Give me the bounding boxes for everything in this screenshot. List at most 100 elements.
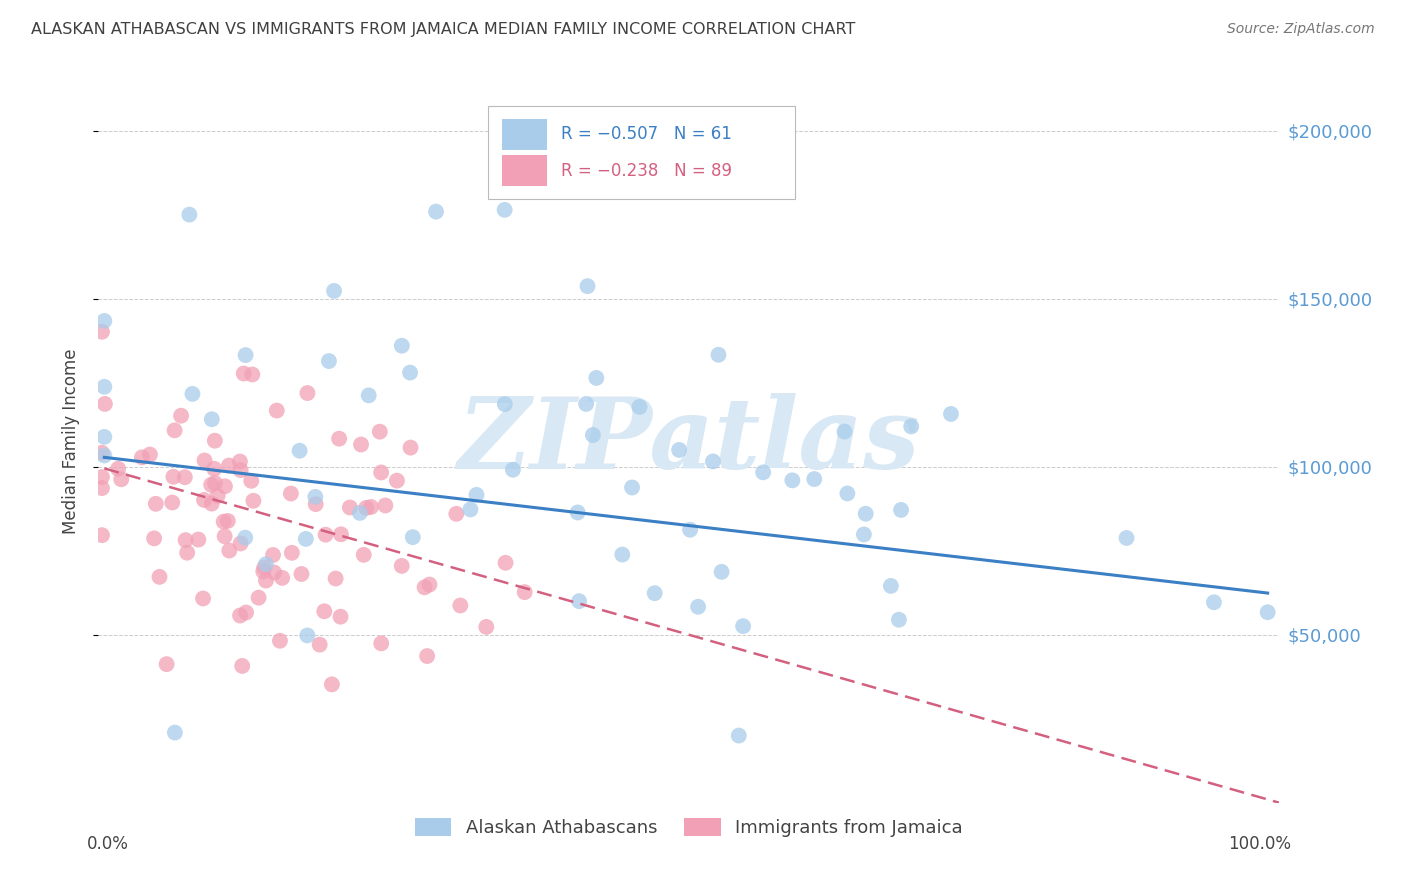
Point xyxy=(212,515,235,529)
Point xyxy=(413,580,436,594)
Point xyxy=(201,497,224,511)
Point xyxy=(297,386,319,401)
Point xyxy=(231,659,253,673)
Point xyxy=(229,536,252,550)
Point xyxy=(325,572,347,586)
Point xyxy=(232,367,254,381)
Point xyxy=(323,284,346,298)
Point xyxy=(94,397,117,411)
Point xyxy=(229,608,252,623)
Point xyxy=(218,543,240,558)
FancyBboxPatch shape xyxy=(502,120,547,150)
Point xyxy=(782,473,804,487)
Point xyxy=(93,449,115,463)
Point xyxy=(170,409,193,423)
Point xyxy=(402,530,425,544)
Point xyxy=(200,478,222,492)
Point xyxy=(644,586,666,600)
Point xyxy=(93,380,115,394)
Point xyxy=(148,570,170,584)
Point xyxy=(297,628,319,642)
Point xyxy=(214,529,236,543)
Point xyxy=(191,591,214,606)
Y-axis label: Median Family Income: Median Family Income xyxy=(62,349,80,534)
Point xyxy=(235,348,257,362)
Point xyxy=(266,403,288,417)
Point xyxy=(370,466,392,480)
Point xyxy=(143,532,166,546)
Point xyxy=(329,609,352,624)
Point xyxy=(110,472,132,486)
Point xyxy=(733,619,755,633)
Point xyxy=(494,397,516,411)
Point xyxy=(582,428,605,442)
Point xyxy=(575,397,598,411)
Point xyxy=(240,368,263,382)
Point xyxy=(357,388,380,402)
Point xyxy=(465,488,488,502)
Point xyxy=(91,481,114,495)
Point xyxy=(900,419,922,434)
Point xyxy=(315,527,337,541)
Point xyxy=(568,594,591,608)
Point xyxy=(702,454,724,468)
Point xyxy=(253,560,276,574)
Point xyxy=(131,450,153,465)
Point xyxy=(890,503,912,517)
Point xyxy=(495,556,517,570)
Point xyxy=(318,354,340,368)
Point xyxy=(475,620,498,634)
Point xyxy=(155,657,177,672)
Point xyxy=(229,454,252,468)
Point xyxy=(288,443,311,458)
Point xyxy=(585,371,607,385)
Point xyxy=(201,412,224,426)
Point xyxy=(837,486,859,500)
Point xyxy=(576,279,599,293)
Point xyxy=(204,434,226,448)
Point xyxy=(385,474,408,488)
Point xyxy=(449,599,471,613)
Point xyxy=(368,425,391,439)
Point xyxy=(247,591,270,605)
Point xyxy=(688,599,710,614)
Point xyxy=(321,677,343,691)
Point xyxy=(107,462,129,476)
FancyBboxPatch shape xyxy=(488,105,796,200)
Point xyxy=(887,613,910,627)
Point xyxy=(834,425,856,439)
Point xyxy=(354,500,377,515)
Point xyxy=(240,474,263,488)
Point xyxy=(308,638,330,652)
Point xyxy=(181,387,204,401)
Point xyxy=(145,497,167,511)
Point xyxy=(207,489,229,503)
Point xyxy=(460,502,482,516)
Point xyxy=(295,532,318,546)
Point xyxy=(399,366,422,380)
Point xyxy=(374,499,396,513)
Point xyxy=(91,470,114,484)
Text: 0.0%: 0.0% xyxy=(87,835,128,854)
Point xyxy=(1115,531,1137,545)
Point xyxy=(880,579,903,593)
Point xyxy=(350,437,373,451)
Point xyxy=(262,548,284,562)
Point xyxy=(339,500,361,515)
Point xyxy=(290,566,312,581)
Point xyxy=(252,565,274,579)
Point xyxy=(314,604,336,618)
Point xyxy=(193,453,215,467)
Text: Source: ZipAtlas.com: Source: ZipAtlas.com xyxy=(1227,22,1375,37)
Point xyxy=(370,636,392,650)
Text: ALASKAN ATHABASCAN VS IMMIGRANTS FROM JAMAICA MEDIAN FAMILY INCOME CORRELATION C: ALASKAN ATHABASCAN VS IMMIGRANTS FROM JA… xyxy=(31,22,855,37)
Point xyxy=(329,527,352,541)
Point xyxy=(628,400,651,414)
Point xyxy=(852,527,875,541)
Point xyxy=(93,430,115,444)
Point xyxy=(391,558,413,573)
Point xyxy=(91,528,114,542)
Text: ZIPatlas: ZIPatlas xyxy=(458,393,920,490)
Point xyxy=(399,441,422,455)
Point xyxy=(193,492,215,507)
